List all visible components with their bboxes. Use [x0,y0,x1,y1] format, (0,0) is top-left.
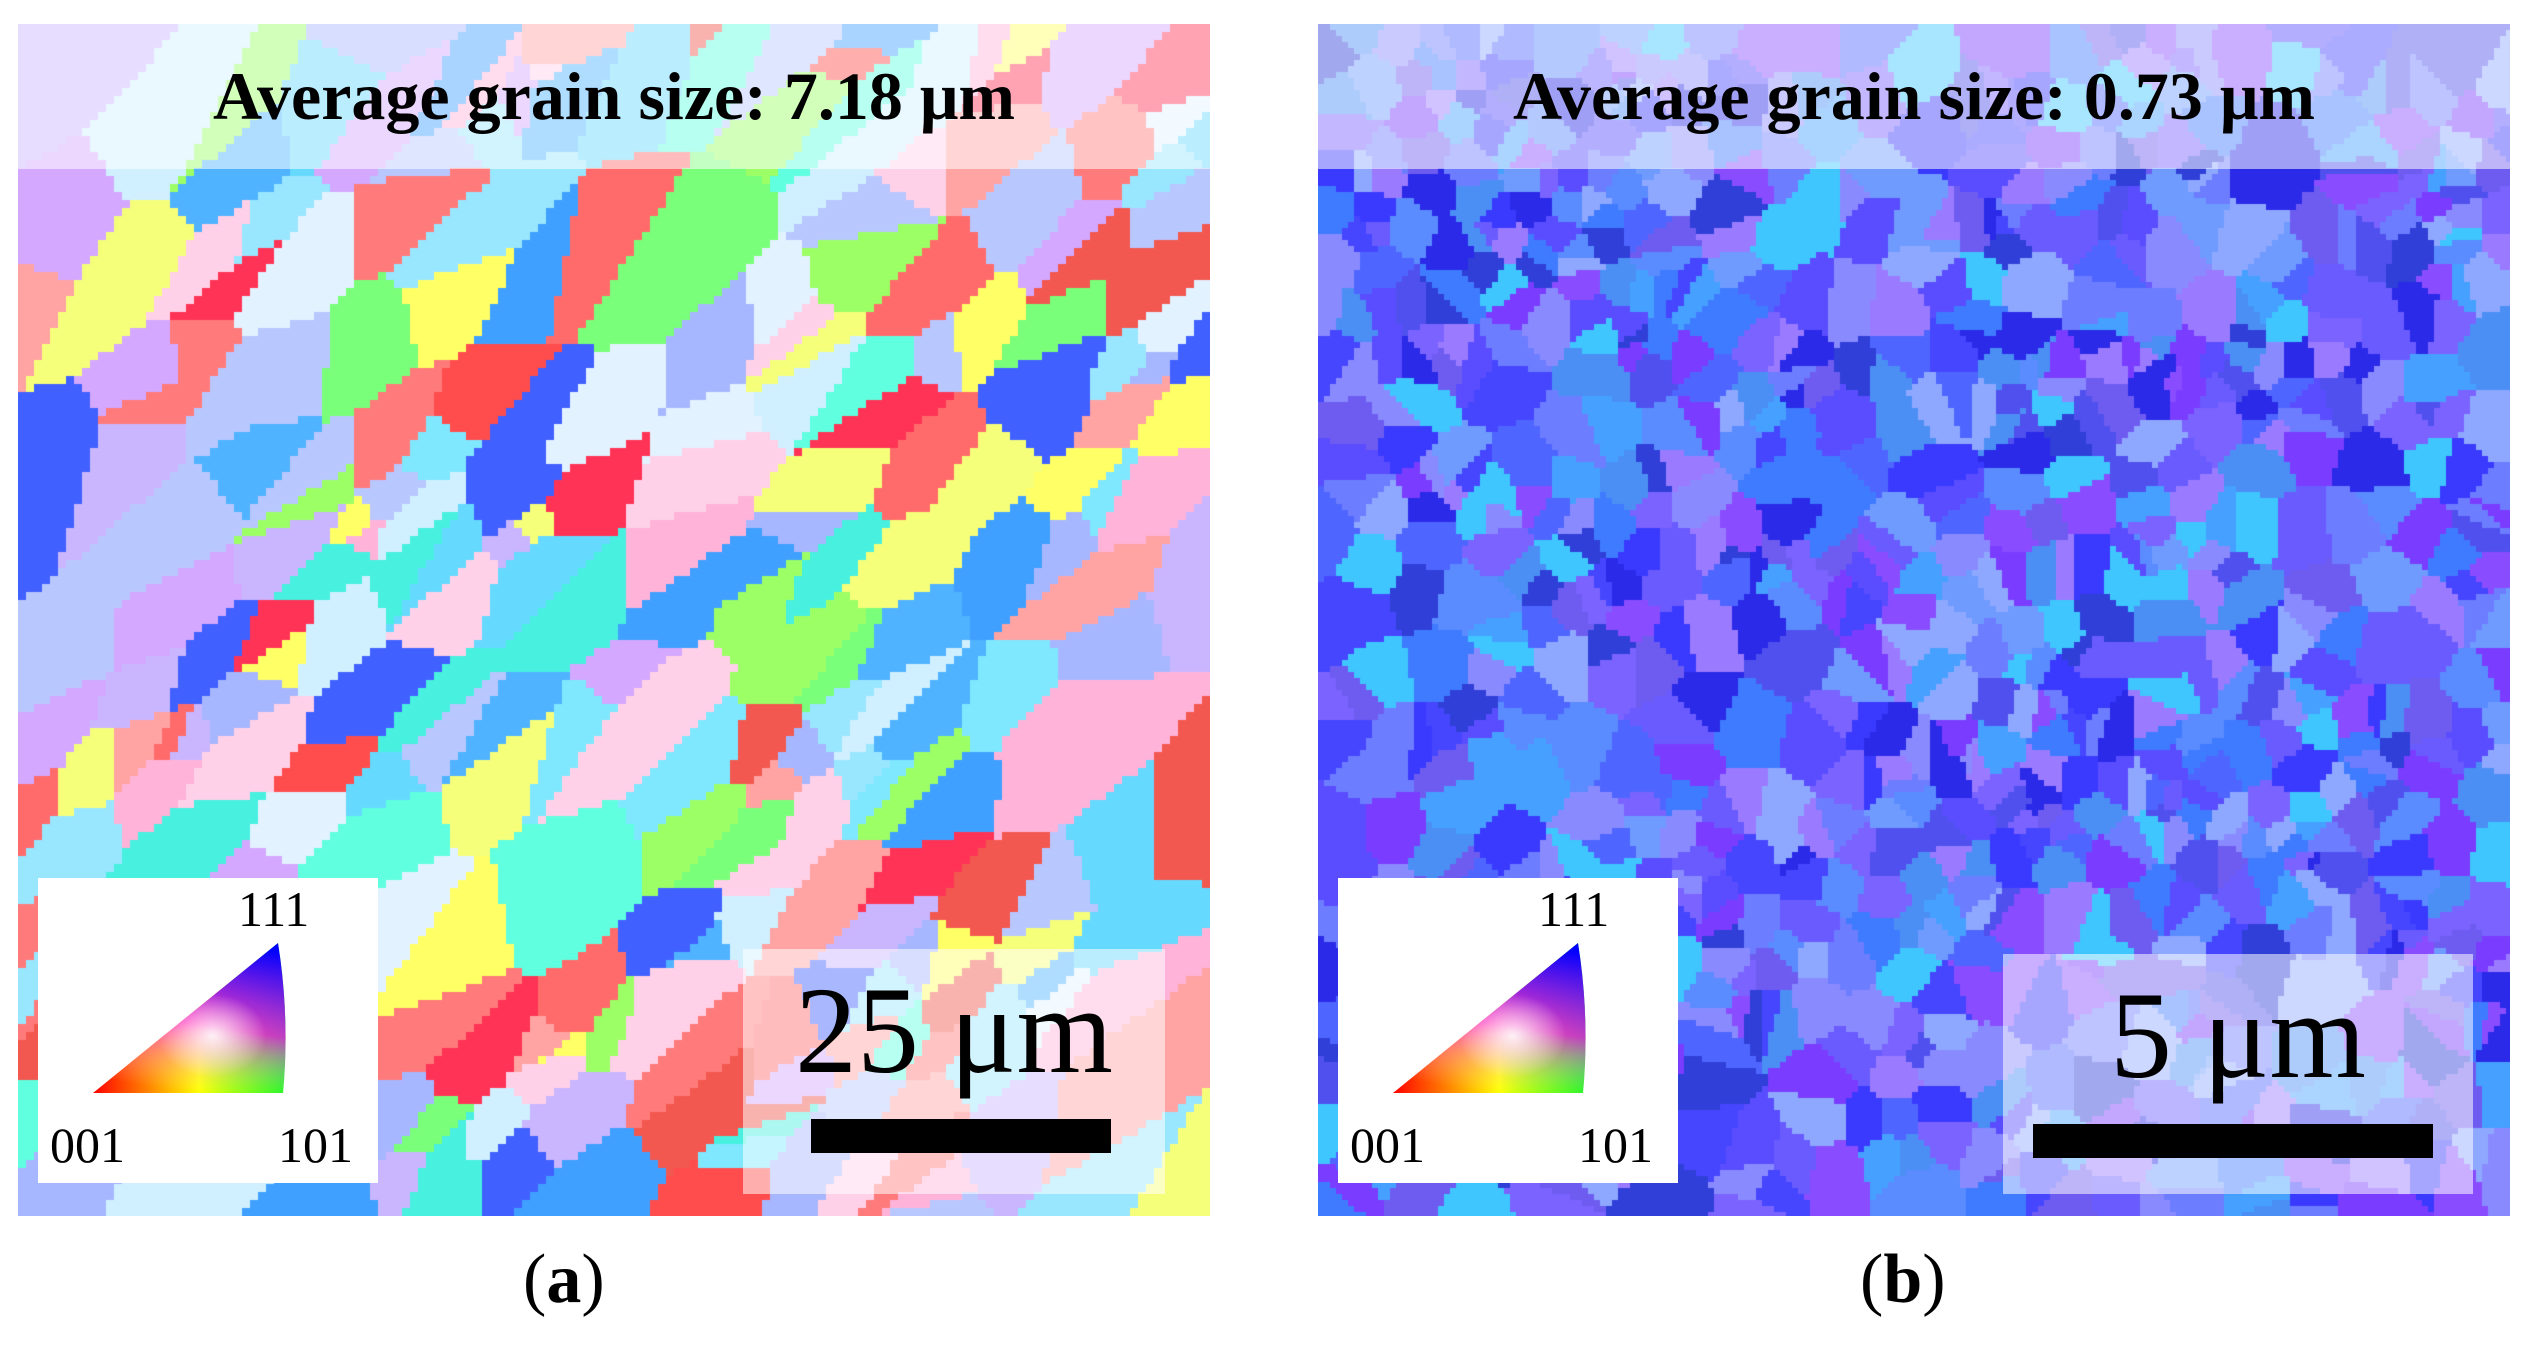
ipf-label-111: 111 [1538,881,1610,937]
ipf-label-101: 101 [278,1117,353,1173]
ipf-color-key-a: 111 001 101 [38,878,378,1183]
ipf-label-001: 001 [1350,1117,1425,1173]
scale-bar-box-b: 5 μm [2003,954,2473,1194]
scale-bar-label-a: 25 μm [795,962,1113,1099]
ipf-color-key-b: 111 001 101 [1338,878,1678,1183]
ipf-triangle-b [1393,943,1586,1093]
scale-bar-a [811,1119,1111,1153]
ipf-label-001: 001 [50,1117,125,1173]
scale-bar-b [2033,1124,2433,1158]
scale-bar-box-a: 25 μm [743,949,1165,1194]
average-grain-size-a: Average grain size: 7.18 μm [212,58,1016,134]
ipf-label-111: 111 [238,881,310,937]
title-bar-b: Average grain size: 0.73 μm [1318,24,2510,169]
average-grain-size-b: Average grain size: 0.73 μm [1512,58,2316,134]
caption-a: (a) [523,1241,605,1318]
ebsd-panel-b: Average grain size: 0.73 μm [1318,24,2510,1216]
title-bar-a: Average grain size: 7.18 μm [18,24,1210,169]
ipf-triangle-a [93,943,286,1093]
ipf-label-101: 101 [1578,1117,1653,1173]
ebsd-panel-a: Average grain size: 7.18 μm [18,24,1210,1216]
scale-bar-label-b: 5 μm [2110,967,2366,1104]
caption-b: (b) [1860,1241,1946,1318]
